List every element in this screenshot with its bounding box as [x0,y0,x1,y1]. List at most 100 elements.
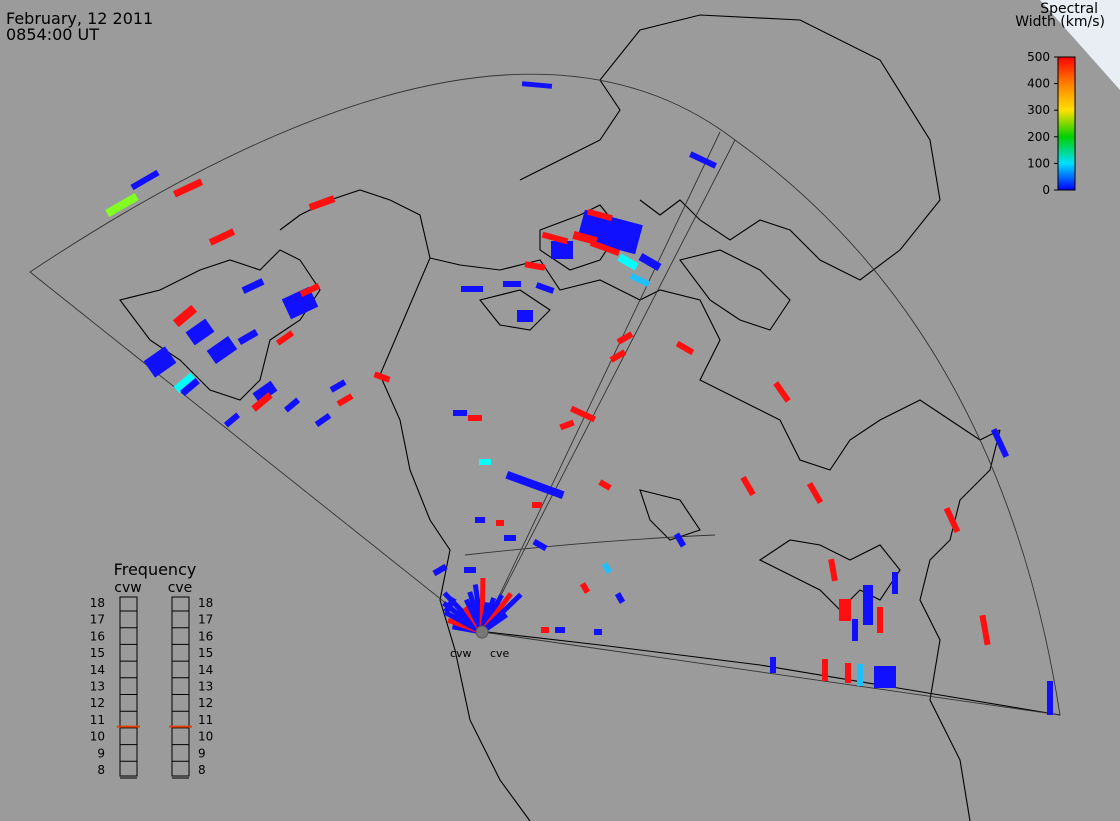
frequency-tick-label: 10 [90,730,105,744]
cell [559,419,575,431]
cell [579,582,591,594]
frequency-tick-label: 12 [198,696,213,710]
cell [979,614,991,646]
frequency-tick-label: 13 [90,680,105,694]
cell [252,380,278,404]
cell [329,379,347,393]
frequency-tick-label: 17 [198,613,213,627]
frequency-tick-label: 9 [97,746,105,760]
frequency-scale [119,596,138,777]
cell [601,562,613,574]
cell [857,664,863,686]
frequency-tick-label: 14 [90,663,105,677]
cell [308,195,336,211]
frequency-tick-label: 17 [90,613,105,627]
frequency-tick-label: 18 [90,596,105,610]
cell [173,372,197,394]
frequency-scale [171,596,190,777]
cell [505,470,565,500]
cell [535,282,555,294]
cell [943,506,961,534]
cell [105,193,139,217]
frequency-tick-label: 8 [198,763,206,777]
cell [598,479,612,491]
colorbar-title: Width (km/s) [1015,14,1105,30]
cell [251,392,273,412]
frequency-tick-label: 16 [198,629,213,643]
cell [373,371,391,383]
cell [461,286,483,292]
date: February, 12 2011 [6,9,153,28]
cell [223,412,241,428]
cell [475,517,485,523]
colorbar-tick-label: 300 [1027,103,1050,117]
cell [892,572,898,594]
radar-label: cve [490,647,510,660]
frequency-radar-name: cve [168,580,193,596]
cell [503,281,521,287]
cell [208,228,236,246]
cell [541,627,549,633]
scatter-cells [105,81,1053,715]
cell [496,520,504,526]
fan-outline [29,73,1061,716]
cell [464,567,476,573]
radar-label: cvw [450,647,472,660]
cell [532,538,548,552]
frequency-tick-label: 13 [198,680,213,694]
cell [1047,681,1053,715]
frequency-tick-label: 18 [198,596,213,610]
cell [589,240,621,256]
cell [283,397,301,413]
cell [740,475,756,497]
cell [638,253,662,271]
cell [594,629,602,635]
cell [521,81,553,89]
cell [770,657,776,673]
cell [206,335,238,365]
cell [281,286,319,320]
cell [617,253,639,271]
cell [299,283,321,297]
cell [517,310,533,322]
cell [504,535,516,541]
cell [275,330,295,346]
cell [336,393,354,407]
frequency-tick-label: 15 [198,646,213,660]
cell [569,405,597,423]
frequency-tick-label: 11 [198,713,213,727]
cell [773,381,791,403]
cell [609,349,627,363]
cell [675,340,695,356]
cell [673,532,687,548]
frequency-tick-label: 8 [97,763,105,777]
cell [822,659,828,681]
cell [432,563,448,577]
cell [616,331,634,345]
cell [172,304,198,328]
cell [532,502,542,508]
cell [555,627,565,633]
cell [990,428,1010,458]
colorbar-tick-label: 400 [1027,77,1050,91]
colorbar-tick-label: 0 [1042,183,1050,197]
cell [863,585,873,625]
frequency-tick-label: 14 [198,663,213,677]
cell [479,459,491,465]
frequency-tick-label: 12 [90,696,105,710]
time: 0854:00 UT [6,25,99,44]
cell [551,241,573,259]
cell [874,666,896,688]
cell [877,607,883,633]
frequency-title: Frequency [114,560,197,579]
cell [185,318,215,346]
coastlines [119,14,1061,821]
cell [629,273,651,287]
cell [130,169,160,191]
cell [237,328,259,346]
colorbar-tick-label: 100 [1027,156,1050,170]
cell [172,178,204,198]
cell [806,481,824,505]
